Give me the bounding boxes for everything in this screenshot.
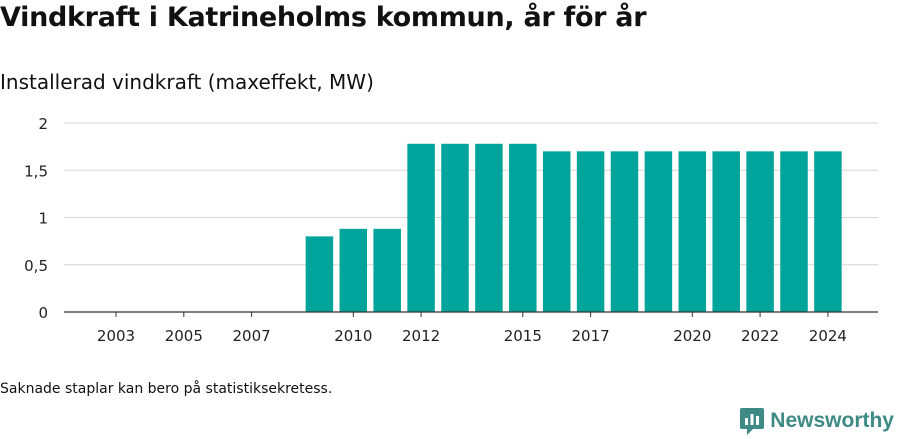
bar <box>339 228 368 312</box>
y-tick-label: 2 <box>38 115 48 133</box>
x-tick-label: 2005 <box>165 327 203 345</box>
brand-logo: Newsworthy <box>739 406 894 436</box>
y-tick-label: 1 <box>38 210 48 228</box>
bar <box>475 143 503 312</box>
bar <box>780 151 808 312</box>
x-tick-label: 2010 <box>334 327 372 345</box>
x-tick-label: 2024 <box>809 327 847 345</box>
x-tick-label: 2015 <box>504 327 542 345</box>
brand-name: Newsworthy <box>770 409 894 432</box>
x-tick-label: 2017 <box>572 327 610 345</box>
x-tick-label: 2020 <box>673 327 711 345</box>
bar <box>542 151 571 312</box>
y-tick-label: 0,5 <box>24 257 48 275</box>
x-tick-label: 2012 <box>402 327 440 345</box>
y-tick-label: 0 <box>38 304 48 322</box>
bar <box>814 151 842 312</box>
bar <box>407 143 435 312</box>
x-tick-label: 2003 <box>97 327 135 345</box>
chart-title: Vindkraft i Katrineholms kommun, år för … <box>0 2 647 33</box>
x-tick-label: 2022 <box>741 327 779 345</box>
bar <box>746 151 774 312</box>
y-tick-label: 1,5 <box>24 162 48 180</box>
bar <box>678 151 707 312</box>
bar <box>712 151 740 312</box>
bar-chart: 0 0,5 1 1,5 2 2003 2005 2007 2010 2012 2015 2017 202… <box>24 115 878 345</box>
bar <box>610 151 639 312</box>
bar <box>644 151 673 312</box>
bar <box>576 151 605 312</box>
bar <box>441 143 469 312</box>
bar <box>509 143 537 312</box>
bar <box>373 228 401 312</box>
newsworthy-logo-icon <box>740 408 765 435</box>
chart-subtitle: Installerad vindkraft (maxeffekt, MW) <box>0 70 374 94</box>
bar <box>305 236 334 312</box>
footnote: Saknade staplar kan bero på statistiksek… <box>0 381 333 397</box>
x-tick-label: 2007 <box>233 327 271 345</box>
